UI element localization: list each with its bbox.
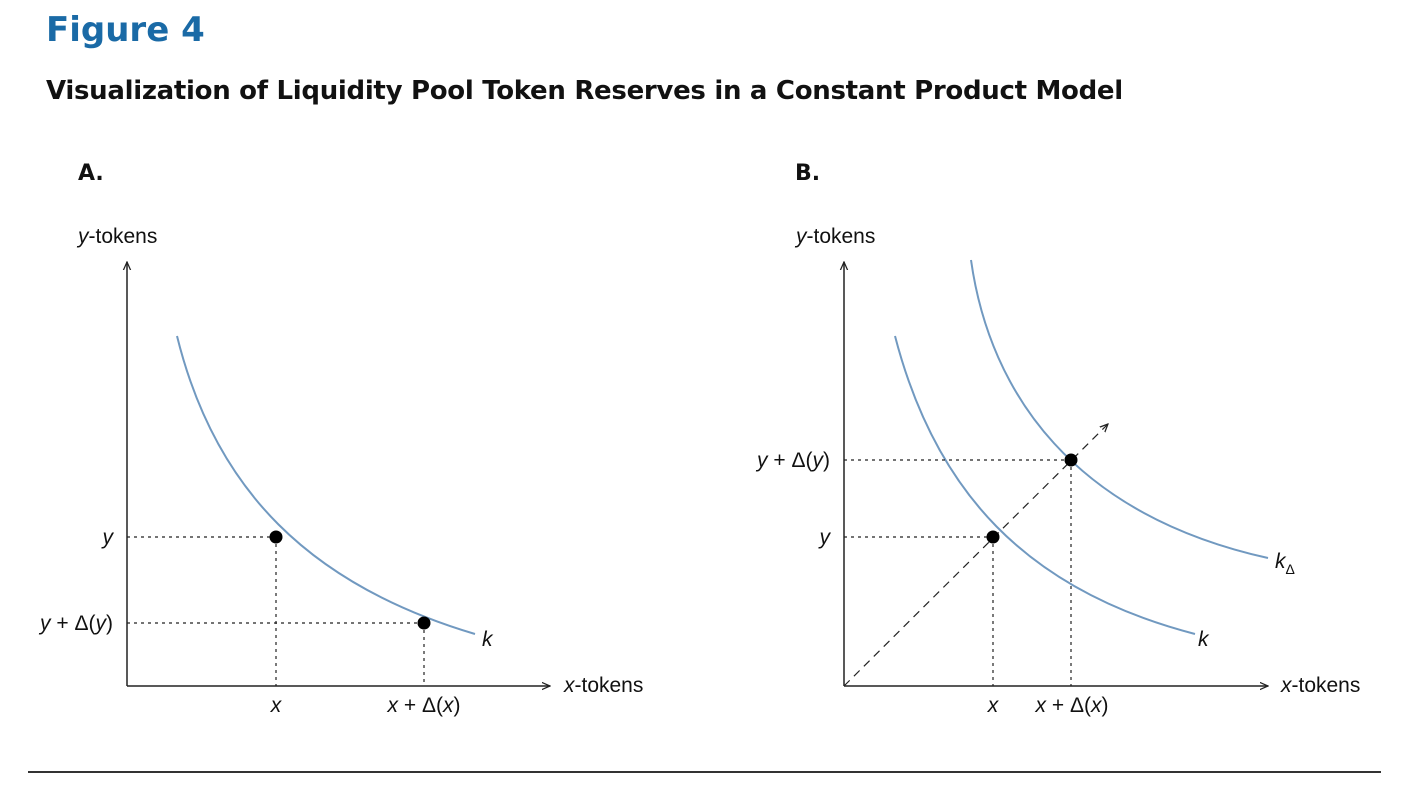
panel-a-y-axis-title: y-tokens [76,225,157,248]
panel-a-x-axis-title: x-tokens [563,674,643,697]
panel-b-curve-k-delta-label: kΔ [1275,550,1295,577]
panel-b-scaling-ray [843,424,1108,687]
panel-a-curve-k-label: k [482,628,494,651]
panel-b-tick-x-delta: x + Δ(x) [1035,694,1109,717]
panel-b-y-axis-title: y-tokens [794,225,875,248]
figure-label: Figure 4 [46,10,205,50]
panel-a: A. y-tokens x-tokens k y y + Δ(y) x x + … [38,161,643,717]
panel-a-tick-y: y [101,526,115,549]
panel-a-label: A. [78,161,104,186]
panel-b-tick-y: y [818,526,832,549]
panel-b-curve-k-delta [970,259,1269,559]
panel-b-curve-k-label: k [1198,628,1210,651]
panel-a-tick-x-delta: x + Δ(x) [387,694,461,717]
panel-b-point-after-deposit [1064,453,1078,467]
panel-a-point-initial [269,530,283,544]
figure-title: Visualization of Liquidity Pool Token Re… [46,76,1123,106]
panel-a-point-after-trade [417,616,431,630]
panel-b-tick-x: x [987,694,1000,717]
panel-b: B. y-tokens x-tokens k kΔ y y + Δ(y) x x… [755,161,1360,717]
panel-b-x-axis-title: x-tokens [1280,674,1360,697]
panel-b-point-initial [986,530,1000,544]
panel-a-curve-k [176,335,476,635]
panel-a-tick-y-delta: y + Δ(y) [38,612,113,635]
footer-rule [28,771,1381,773]
panel-b-curve-k [894,335,1196,635]
panel-b-tick-y-delta: y + Δ(y) [755,449,830,472]
panel-b-label: B. [795,161,820,186]
panel-a-tick-x: x [270,694,283,717]
